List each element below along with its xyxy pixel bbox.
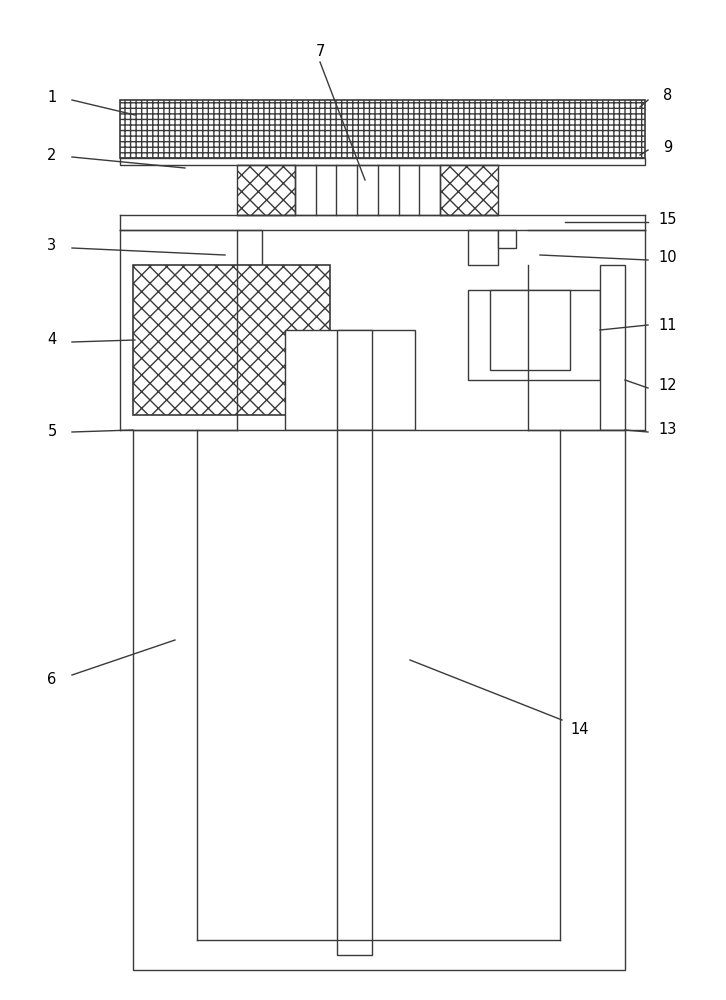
Text: 15: 15 <box>658 213 677 228</box>
Bar <box>337 430 372 955</box>
Bar <box>468 290 600 380</box>
Bar <box>600 265 625 430</box>
Text: 13: 13 <box>658 422 677 438</box>
Bar <box>468 230 498 265</box>
Text: 2: 2 <box>47 147 57 162</box>
Bar <box>237 230 262 265</box>
Text: 3: 3 <box>47 237 57 252</box>
Bar <box>490 290 570 370</box>
Bar <box>133 430 625 970</box>
Text: 4: 4 <box>47 332 57 348</box>
Bar <box>133 265 330 415</box>
Text: 7: 7 <box>315 44 325 60</box>
Text: 6: 6 <box>47 672 57 688</box>
Text: 1: 1 <box>47 91 57 105</box>
Bar <box>440 165 498 215</box>
Bar <box>337 330 372 430</box>
Text: 14: 14 <box>571 722 590 738</box>
Bar <box>498 230 516 248</box>
Bar <box>237 165 295 215</box>
Bar <box>285 330 415 430</box>
Text: 8: 8 <box>664 88 672 103</box>
Text: 12: 12 <box>658 377 677 392</box>
Bar <box>120 158 645 165</box>
Text: 11: 11 <box>658 318 677 332</box>
Text: 5: 5 <box>47 424 57 440</box>
Text: 10: 10 <box>658 250 677 265</box>
Bar <box>120 100 645 158</box>
Text: 9: 9 <box>664 140 672 155</box>
